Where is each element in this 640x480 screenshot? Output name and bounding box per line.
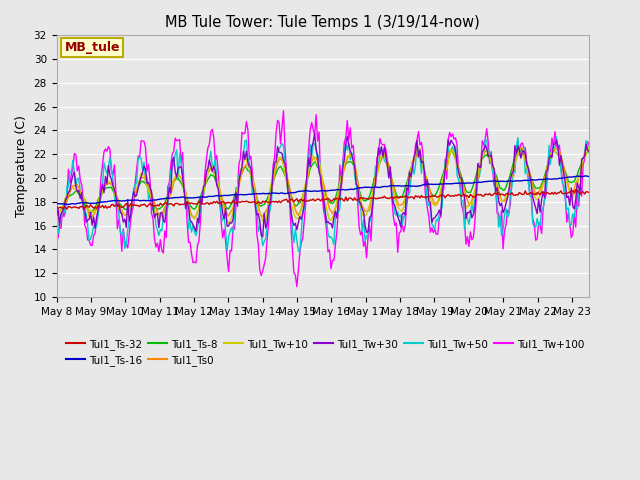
Line: Tul1_Tw+30: Tul1_Tw+30 [56,133,589,237]
Tul1_Tw+100 [238,130,246,135]
Tul1_Ts-32 [230,200,238,205]
Tul1_Tw+30 [52,212,60,218]
Tul1_Tw+10 [285,192,293,198]
Tul1_Tw+50 [296,248,303,254]
Tul1_Ts-32 [213,198,221,204]
Y-axis label: Temperature (C): Temperature (C) [15,115,28,217]
Tul1_Tw+50 [285,192,293,198]
Tul1_Tw+10 [229,209,237,215]
Line: Tul1_Ts0: Tul1_Ts0 [56,148,589,220]
Tul1_Ts-8 [229,198,237,204]
Tul1_Ts-16 [585,174,593,180]
Tul1_Ts-32 [63,206,71,212]
Tul1_Tw+10 [118,212,125,217]
Tul1_Ts0 [211,170,219,176]
Tul1_Tw+50 [52,222,60,228]
Tul1_Ts-16 [582,173,590,179]
Tul1_Tw+50 [118,233,125,239]
Tul1_Tw+50 [585,148,593,154]
Tul1_Ts0 [285,183,293,189]
Tul1_Ts-16 [52,201,60,206]
Tul1_Tw+100 [211,157,219,163]
Tul1_Tw+100 [280,108,287,114]
Tul1_Tw+100 [287,223,295,229]
Tul1_Tw+50 [552,134,560,140]
Tul1_Tw+30 [211,169,219,175]
Tul1_Ts0 [518,145,526,151]
Legend: Tul1_Ts-32, Tul1_Ts-16, Tul1_Ts-8, Tul1_Ts0, Tul1_Tw+10, Tul1_Tw+30, Tul1_Tw+50,: Tul1_Ts-32, Tul1_Ts-16, Tul1_Ts-8, Tul1_… [61,335,588,370]
Text: MB_tule: MB_tule [65,41,120,54]
Tul1_Tw+30 [259,234,267,240]
Tul1_Ts0 [118,208,125,214]
Tul1_Ts-16 [61,202,69,207]
Tul1_Tw+50 [238,164,246,170]
Tul1_Ts-8 [516,145,524,151]
Tul1_Tw+10 [52,222,60,228]
Tul1_Ts-32 [120,204,127,210]
Title: MB Tule Tower: Tule Temps 1 (3/19/14-now): MB Tule Tower: Tule Temps 1 (3/19/14-now… [165,15,480,30]
Tul1_Tw+10 [238,164,246,169]
Tul1_Tw+10 [556,155,563,160]
Tul1_Tw+30 [229,216,237,222]
Tul1_Tw+30 [238,164,246,170]
Tul1_Tw+100 [118,248,125,254]
Tul1_Ts-32 [239,199,247,204]
Tul1_Tw+30 [585,148,593,154]
Tul1_Ts-16 [120,198,127,204]
Tul1_Tw+10 [585,144,593,150]
Tul1_Tw+10 [211,172,219,178]
Tul1_Tw+50 [211,156,219,162]
Tul1_Ts-16 [213,193,221,199]
Tul1_Ts0 [229,205,237,211]
Tul1_Ts-8 [585,148,593,154]
Tul1_Tw+100 [559,178,566,183]
Line: Tul1_Ts-16: Tul1_Ts-16 [56,176,589,204]
Tul1_Ts-8 [52,213,60,218]
Tul1_Ts0 [238,170,246,176]
Tul1_Ts-16 [239,192,247,198]
Tul1_Tw+30 [559,162,566,168]
Line: Tul1_Tw+10: Tul1_Tw+10 [56,147,589,225]
Tul1_Ts-32 [557,188,564,194]
Tul1_Tw+50 [229,230,237,236]
Tul1_Ts-16 [287,190,295,195]
Line: Tul1_Tw+100: Tul1_Tw+100 [56,111,589,287]
Tul1_Tw+100 [585,142,593,147]
Tul1_Ts-8 [557,156,564,162]
Tul1_Ts0 [52,217,60,223]
Tul1_Ts-16 [557,176,564,181]
Tul1_Ts-32 [287,197,295,203]
Tul1_Ts-8 [285,187,293,192]
Tul1_Tw+30 [311,131,319,136]
Line: Tul1_Tw+50: Tul1_Tw+50 [56,137,589,251]
Tul1_Tw+50 [559,180,566,186]
Tul1_Ts-8 [118,203,125,209]
Tul1_Tw+100 [52,227,60,232]
Tul1_Ts-8 [238,170,246,176]
Tul1_Tw+100 [293,284,301,289]
Tul1_Ts-32 [572,187,580,192]
Tul1_Ts0 [585,146,593,152]
Tul1_Tw+30 [118,211,125,217]
Tul1_Tw+100 [229,224,237,229]
Tul1_Ts-16 [230,192,238,197]
Line: Tul1_Ts-8: Tul1_Ts-8 [56,148,589,216]
Tul1_Ts-8 [211,177,219,182]
Tul1_Tw+30 [287,208,295,214]
Tul1_Ts-32 [52,203,60,209]
Tul1_Ts-32 [585,190,593,195]
Tul1_Ts0 [557,152,564,158]
Line: Tul1_Ts-32: Tul1_Ts-32 [56,190,589,209]
